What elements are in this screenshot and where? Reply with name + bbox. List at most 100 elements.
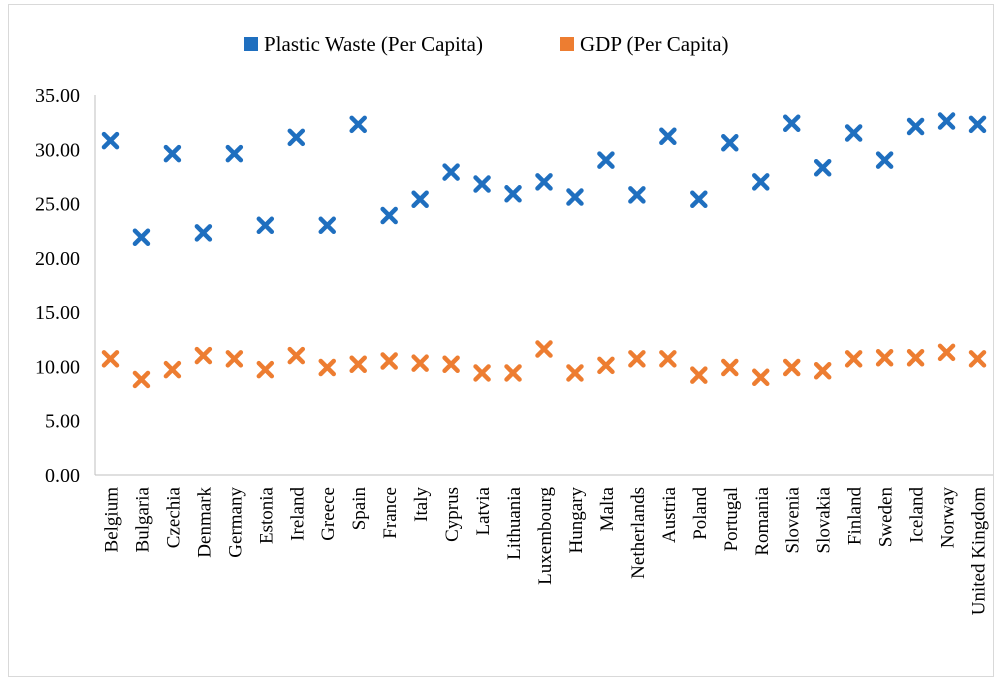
- data-point: [442, 163, 460, 181]
- data-point: [473, 364, 491, 382]
- x-tick-label: Germany: [225, 487, 246, 558]
- data-point: [937, 343, 956, 362]
- x-tick-label: Sweden: [876, 487, 897, 548]
- data-point: [597, 151, 615, 169]
- data-point: [906, 117, 925, 136]
- data-point: [411, 354, 429, 372]
- data-point: [504, 185, 522, 203]
- y-tick-label: 0.00: [45, 465, 80, 487]
- x-tick-label: Slovakia: [814, 486, 835, 553]
- x-tick-label: Finland: [845, 487, 866, 546]
- y-tick-label: 5.00: [45, 411, 80, 433]
- data-point: [411, 190, 429, 208]
- legend-label: Plastic Waste (Per Capita): [264, 32, 483, 56]
- x-tick-label: Czechia: [163, 486, 184, 548]
- x-axis-ticks: Belgium Bulgaria Czechia Denmark Germany Esto…: [101, 486, 989, 615]
- data-point: [535, 340, 553, 358]
- x-tick-label: Greece: [318, 487, 339, 541]
- x-tick-label: Slovenia: [783, 486, 804, 553]
- y-tick-label: 10.00: [35, 356, 80, 378]
- x-tick-label: Austria: [659, 486, 680, 543]
- data-point: [256, 216, 275, 235]
- data-point: [225, 144, 244, 163]
- x-tick-label: Norway: [938, 487, 959, 549]
- data-point: [132, 370, 151, 389]
- y-tick-label: 30.00: [35, 139, 80, 161]
- legend: Plastic Waste (Per Capita) GDP (Per Capit…: [244, 32, 729, 56]
- data-point: [287, 128, 306, 147]
- data-point: [752, 368, 770, 387]
- chart-area: [8, 4, 994, 677]
- data-point: [349, 115, 367, 134]
- data-point: [318, 216, 336, 235]
- x-tick-label: Bulgaria: [132, 486, 153, 552]
- data-point: [225, 350, 244, 368]
- data-point: [287, 346, 306, 365]
- x-tick-label: Ireland: [287, 487, 308, 541]
- axes: [94, 95, 993, 476]
- series-1-points: [101, 112, 987, 246]
- data-point: [937, 112, 956, 130]
- data-point: [659, 350, 677, 368]
- data-point: [566, 188, 584, 206]
- data-point: [194, 346, 213, 365]
- x-tick-label: Portugal: [721, 487, 742, 551]
- data-point: [875, 151, 894, 169]
- data-point: [101, 131, 120, 150]
- data-point: [968, 115, 987, 134]
- data-point: [844, 350, 863, 368]
- data-point: [690, 366, 708, 384]
- data-point: [349, 355, 367, 374]
- x-tick-label: Italy: [411, 487, 432, 522]
- legend-swatch: [244, 37, 258, 51]
- data-point: [163, 360, 182, 379]
- data-points: [101, 112, 987, 389]
- data-point: [875, 348, 894, 367]
- x-tick-label: Estonia: [256, 486, 277, 544]
- x-tick-label: Malta: [597, 486, 618, 531]
- data-point: [628, 186, 646, 204]
- x-tick-label: Netherlands: [628, 487, 649, 579]
- data-point: [535, 173, 553, 191]
- x-tick-label: Iceland: [907, 487, 928, 543]
- data-point: [256, 360, 275, 379]
- legend-label: GDP (Per Capita): [580, 32, 729, 56]
- data-point: [473, 175, 491, 193]
- x-tick-label: United Kingdom: [969, 487, 990, 615]
- data-point: [380, 206, 398, 225]
- data-point: [597, 356, 615, 375]
- data-point: [659, 127, 677, 146]
- data-point: [504, 364, 522, 382]
- x-tick-label: Belgium: [101, 487, 122, 553]
- data-point: [628, 350, 646, 368]
- y-tick-label: 20.00: [35, 248, 80, 270]
- x-tick-label: Hungary: [566, 487, 587, 554]
- data-point: [442, 355, 460, 374]
- y-tick-label: 25.00: [35, 194, 80, 216]
- x-tick-label: Romania: [752, 486, 773, 555]
- data-point: [782, 114, 801, 132]
- data-point: [721, 358, 739, 377]
- x-tick-label: Lithuania: [504, 486, 525, 559]
- x-tick-label: Luxembourg: [535, 487, 556, 585]
- x-tick-label: Poland: [690, 487, 711, 540]
- x-tick-label: Cyprus: [442, 487, 463, 542]
- data-point: [721, 134, 739, 152]
- x-tick-label: Spain: [349, 487, 370, 531]
- data-point: [163, 144, 182, 163]
- series-2-points: [101, 340, 987, 389]
- data-point: [752, 173, 770, 191]
- data-point: [194, 224, 213, 242]
- data-point: [813, 362, 832, 380]
- x-tick-label: Denmark: [194, 487, 215, 558]
- data-point: [813, 158, 832, 177]
- x-tick-label: Latvia: [473, 486, 494, 535]
- data-point: [318, 358, 336, 377]
- data-point: [906, 348, 925, 367]
- data-point: [101, 350, 120, 368]
- data-point: [690, 190, 708, 208]
- data-point: [844, 124, 863, 142]
- x-tick-label: France: [380, 487, 401, 539]
- y-tick-label: 15.00: [35, 302, 80, 324]
